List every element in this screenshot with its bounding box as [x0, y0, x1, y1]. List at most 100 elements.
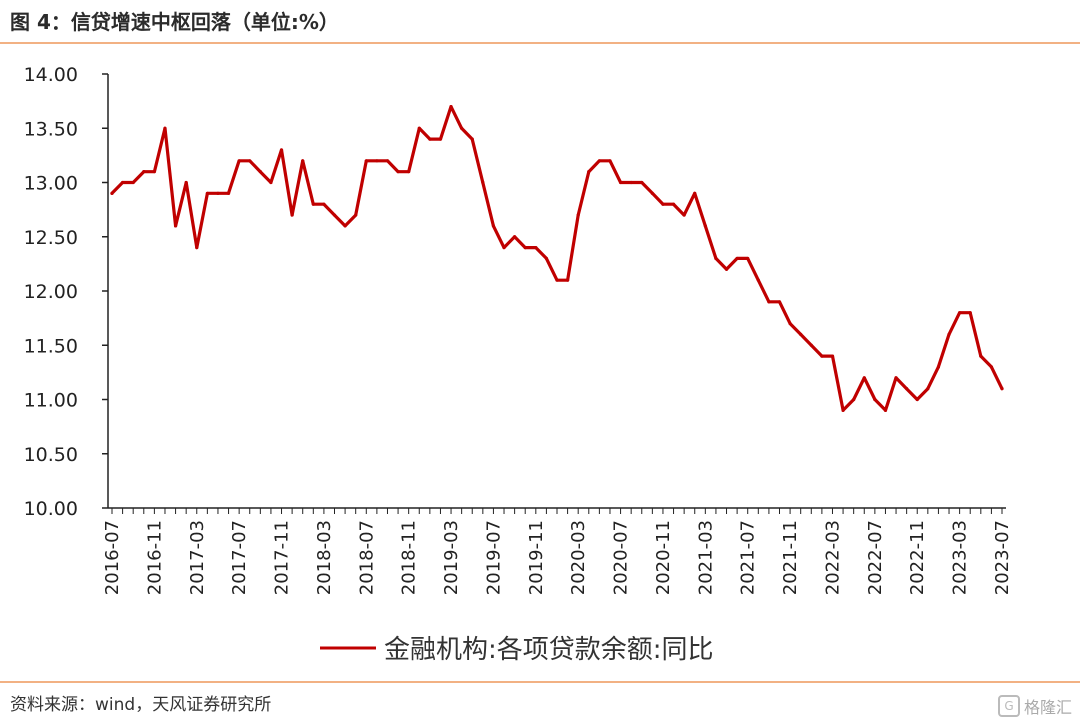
y-tick-label: 13.50: [24, 118, 78, 140]
data-point: [746, 256, 750, 261]
data-point: [830, 354, 835, 358]
data-point: [195, 246, 199, 250]
data-point: [332, 213, 337, 217]
data-point: [915, 397, 919, 402]
data-point: [449, 104, 453, 109]
watermark-text: 格隆汇: [1023, 698, 1072, 717]
series-layer: [110, 104, 1004, 412]
data-point: [852, 397, 856, 402]
data-point: [1000, 387, 1004, 391]
data-point: [226, 191, 231, 195]
data-point: [205, 191, 209, 195]
data-point: [968, 311, 972, 315]
data-point: [947, 332, 951, 336]
series-line-loan-growth: [110, 104, 1004, 412]
x-tick-label: 2017-03: [187, 520, 208, 595]
data-point: [385, 159, 390, 163]
data-point: [438, 137, 443, 141]
data-point: [629, 180, 633, 185]
data-point: [279, 148, 284, 152]
watermark-logo-icon: G: [997, 695, 1020, 717]
data-point: [936, 365, 941, 369]
x-tick-label: 2021-11: [780, 520, 801, 595]
data-point: [873, 397, 877, 402]
x-tick-label: 2022-03: [822, 520, 843, 595]
data-point: [173, 224, 178, 228]
legend: 金融机构:各项贷款余额:同比: [320, 635, 714, 665]
data-point: [163, 126, 167, 130]
data-point: [502, 246, 506, 250]
x-tick-label: 2016-07: [102, 520, 123, 595]
data-point: [820, 354, 824, 358]
data-point: [375, 159, 379, 163]
data-point: [862, 376, 866, 380]
x-tick-label: 2020-07: [611, 520, 632, 595]
data-point: [979, 354, 983, 358]
x-tick-label: 2017-07: [229, 520, 250, 595]
x-tick-label: 2019-03: [441, 520, 462, 595]
data-point: [523, 246, 527, 250]
x-tick-label: 2017-11: [272, 520, 293, 595]
data-point: [756, 278, 760, 282]
data-point: [809, 343, 813, 347]
data-point: [460, 126, 464, 130]
x-tick-label: 2018-07: [356, 520, 377, 595]
x-tick-label: 2019-07: [483, 520, 504, 595]
x-tick-label: 2022-11: [907, 520, 928, 595]
data-point: [237, 159, 241, 163]
x-tick-label: 2016-11: [144, 520, 165, 595]
data-point: [693, 191, 697, 195]
data-point: [258, 170, 262, 174]
data-point: [216, 191, 220, 195]
x-tick-label: 2018-03: [314, 520, 335, 595]
data-point: [841, 408, 845, 412]
data-point: [926, 387, 930, 391]
x-tick-label: 2018-11: [399, 520, 420, 595]
data-point: [269, 180, 273, 185]
data-point: [565, 278, 570, 282]
data-point: [777, 300, 782, 304]
data-point: [110, 191, 114, 195]
data-point: [428, 137, 432, 141]
data-point: [248, 159, 252, 163]
data-point: [555, 278, 559, 282]
data-point: [491, 224, 496, 228]
data-point: [671, 202, 676, 206]
x-axis-ticks: 2016-07 2016-11 2017-03 2017-07 2017-11 2018-…: [102, 508, 1013, 595]
data-point: [131, 180, 135, 185]
y-tick-label: 12.00: [24, 281, 78, 303]
x-tick-label: 2020-03: [568, 520, 589, 595]
data-point: [354, 213, 358, 217]
data-point: [544, 256, 549, 261]
data-point: [142, 170, 146, 174]
data-point: [905, 387, 909, 391]
legend-label: 金融机构:各项贷款余额:同比: [384, 635, 714, 665]
data-point: [735, 256, 739, 261]
data-point: [714, 256, 718, 261]
footer-divider: [0, 681, 1080, 683]
data-point: [608, 159, 612, 163]
x-tick-label: 2023-03: [950, 520, 971, 595]
line-chart: 10.00 10.50 11.00 11.50 12.00 12.50 13.00 13.50…: [24, 64, 1013, 665]
data-point: [417, 126, 421, 130]
data-point: [650, 191, 654, 195]
data-point: [989, 365, 994, 369]
data-point: [322, 202, 326, 206]
x-tick-label: 2021-07: [738, 520, 759, 595]
chart-axes: [107, 74, 1006, 509]
data-point: [364, 159, 368, 163]
y-tick-label: 14.00: [24, 64, 78, 86]
data-point: [481, 180, 485, 185]
data-point: [407, 170, 411, 174]
data-point: [152, 170, 156, 174]
data-point: [576, 213, 580, 217]
data-point: [883, 408, 888, 412]
watermark: G 格隆汇: [997, 694, 1072, 718]
data-point: [788, 321, 792, 326]
data-point: [799, 332, 803, 336]
data-point: [184, 180, 188, 185]
data-point: [396, 170, 400, 174]
data-point: [290, 213, 294, 217]
data-point: [311, 202, 315, 206]
data-point: [343, 224, 347, 228]
